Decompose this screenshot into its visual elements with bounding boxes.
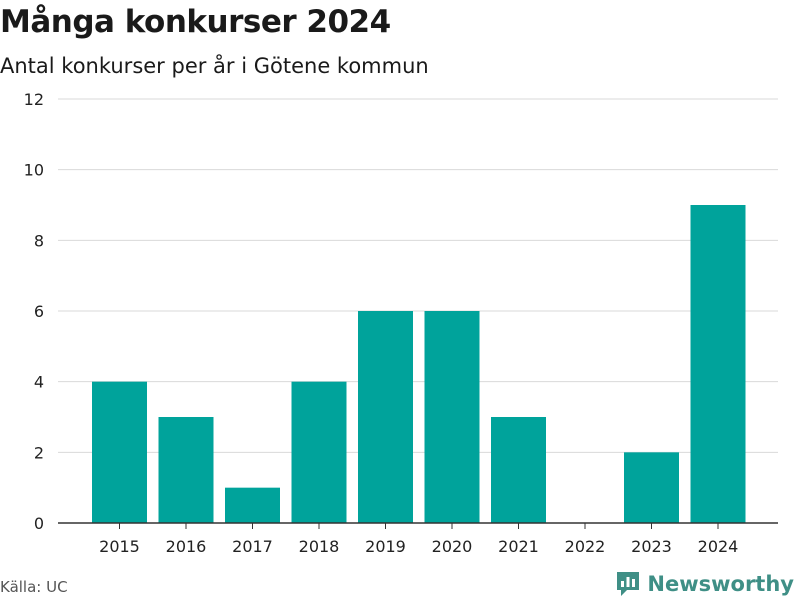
y-tick-label: 6: [34, 302, 44, 321]
y-tick-label: 10: [24, 161, 44, 180]
chart-title: Många konkurser 2024: [0, 4, 391, 40]
y-tick-label: 12: [24, 90, 44, 109]
chart-subtitle: Antal konkurser per år i Götene kommun: [0, 54, 429, 78]
x-tick-label: 2015: [99, 537, 140, 556]
x-tick-label: 2022: [565, 537, 606, 556]
x-tick-label: 2024: [698, 537, 739, 556]
x-tick-label: 2023: [631, 537, 672, 556]
bar: [92, 381, 147, 523]
bar: [225, 487, 280, 523]
bar: [690, 205, 746, 523]
newsworthy-logo-icon: [617, 572, 640, 596]
x-tick-label: 2018: [299, 537, 340, 556]
x-tick-label: 2019: [365, 537, 406, 556]
brand-name: Newsworthy: [647, 572, 794, 596]
bar: [424, 311, 480, 523]
bar: [624, 452, 679, 523]
x-axis: 2015 2016 2017 2018 2019 2020 2021 2022 2023 2024: [58, 522, 778, 556]
x-tick-label: 2016: [166, 537, 207, 556]
y-tick-label: 8: [34, 231, 44, 250]
source-note: Källa: UC: [0, 578, 68, 596]
y-tick-label: 0: [34, 514, 44, 533]
bar: [358, 311, 413, 523]
brand-logo: Newsworthy: [615, 570, 794, 598]
bar: [491, 417, 546, 523]
bars: [92, 205, 746, 523]
y-tick-label: 2: [34, 443, 44, 462]
x-tick-label: 2021: [498, 537, 539, 556]
y-tick-label: 4: [34, 373, 44, 392]
y-axis-ticks: 0 2 4 6 8 10 12: [24, 90, 44, 533]
x-tick-label: 2017: [232, 537, 273, 556]
grid-lines: [58, 98, 778, 453]
bar: [291, 381, 347, 523]
bar: [158, 417, 214, 523]
x-tick-label: 2020: [432, 537, 473, 556]
